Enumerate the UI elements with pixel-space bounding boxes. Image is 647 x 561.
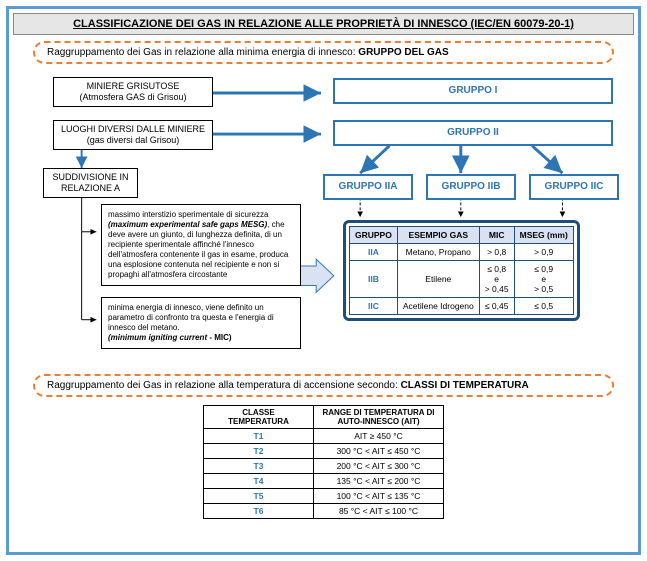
th-range: RANGE DI TEMPERATURA DI AUTO-INNESCO (AI… xyxy=(314,406,444,429)
cell-grp: IIA xyxy=(350,244,398,261)
table-row: T3200 °C < AIT ≤ 300 °C xyxy=(204,459,444,474)
cell-range: 135 °C < AIT ≤ 200 °C xyxy=(314,474,444,489)
cell-grp: IIC xyxy=(350,298,398,315)
section2-bold: CLASSI DI TEMPERATURA xyxy=(401,380,529,391)
cell-class: T5 xyxy=(204,489,314,504)
th-mic: MIC xyxy=(479,227,514,244)
temp-table-wrap: CLASSE TEMPERATURA RANGE DI TEMPERATURA … xyxy=(13,405,634,519)
cell-mseg: ≤ 0,5 xyxy=(514,298,573,315)
table-header-row: GRUPPO ESEMPIO GAS MIC MSEG (mm) xyxy=(350,227,574,244)
cell-class: T3 xyxy=(204,459,314,474)
section2-pre: Raggruppamento dei Gas in relazione alla… xyxy=(47,380,401,391)
table-row: IIB Etilene ≤ 0,8e> 0,45 ≤ 0,9e> 0,5 xyxy=(350,261,574,298)
box-miniere: MINIERE GRISUTOSE (Atmosfera GAS di Gris… xyxy=(53,77,213,107)
sudd-s: RELAZIONE A xyxy=(48,183,133,194)
table-row: T2300 °C < AIT ≤ 450 °C xyxy=(204,444,444,459)
gas-table-frame: GRUPPO ESEMPIO GAS MIC MSEG (mm) IIA Met… xyxy=(343,220,580,321)
cell-ex: Metano, Propano xyxy=(397,244,479,261)
cell-ex: Etilene xyxy=(397,261,479,298)
th-gruppo: GRUPPO xyxy=(350,227,398,244)
main-title: CLASSIFICAZIONE DEI GAS IN RELAZIONE ALL… xyxy=(13,13,634,35)
section1-bold: GRUPPO DEL GAS xyxy=(358,47,448,58)
miniere-title: MINIERE GRISUTOSE xyxy=(58,81,208,92)
cell-class: T4 xyxy=(204,474,314,489)
cell-mic: ≤ 0,45 xyxy=(479,298,514,315)
box-suddivisione: SUDDIVISIONE IN RELAZIONE A xyxy=(43,168,138,198)
cell-range: 100 °C < AIT ≤ 135 °C xyxy=(314,489,444,504)
cell-mseg: > 0,9 xyxy=(514,244,573,261)
sudd-t: SUDDIVISIONE IN xyxy=(48,172,133,183)
temp-header-row: CLASSE TEMPERATURA RANGE DI TEMPERATURA … xyxy=(204,406,444,429)
th-mseg: MSEG (mm) xyxy=(514,227,573,244)
section2-header: Raggruppamento dei Gas in relazione alla… xyxy=(33,374,614,397)
cell-range: 300 °C < AIT ≤ 450 °C xyxy=(314,444,444,459)
cell-mic: > 0,8 xyxy=(479,244,514,261)
cell-class: T2 xyxy=(204,444,314,459)
cell-class: T1 xyxy=(204,429,314,444)
section1-pre: Raggruppamento dei Gas in relazione alla… xyxy=(47,47,358,58)
box-gruppo-iic: GRUPPO IIC xyxy=(529,174,619,200)
temperature-table: CLASSE TEMPERATURA RANGE DI TEMPERATURA … xyxy=(203,405,444,519)
box-gruppo-iib: GRUPPO IIB xyxy=(426,174,516,200)
flowchart-area: MINIERE GRISUTOSE (Atmosfera GAS di Gris… xyxy=(23,72,624,372)
cell-class: T6 xyxy=(204,504,314,519)
cell-mseg: ≤ 0,9e> 0,5 xyxy=(514,261,573,298)
section1-header: Raggruppamento dei Gas in relazione alla… xyxy=(33,41,614,64)
luoghi-sub: (gas diversi dal Grisou) xyxy=(58,135,208,146)
cell-ex: Acetilene Idrogeno xyxy=(397,298,479,315)
gas-table: GRUPPO ESEMPIO GAS MIC MSEG (mm) IIA Met… xyxy=(349,226,574,315)
table-row: T5100 °C < AIT ≤ 135 °C xyxy=(204,489,444,504)
cell-mic: ≤ 0,8e> 0,45 xyxy=(479,261,514,298)
cell-range: 200 °C < AIT ≤ 300 °C xyxy=(314,459,444,474)
luoghi-title: LUOGHI DIVERSI DALLE MINIERE xyxy=(58,124,208,135)
cell-grp: IIB xyxy=(350,261,398,298)
cell-range: AIT ≥ 450 °C xyxy=(314,429,444,444)
th-esempio: ESEMPIO GAS xyxy=(397,227,479,244)
desc-mesg: massimo interstizio sperimentale di sicu… xyxy=(101,204,301,286)
box-gruppo-i: GRUPPO I xyxy=(333,78,613,104)
table-row: T685 °C < AIT ≤ 100 °C xyxy=(204,504,444,519)
table-row: T4135 °C < AIT ≤ 200 °C xyxy=(204,474,444,489)
table-row: IIA Metano, Propano > 0,8 > 0,9 xyxy=(350,244,574,261)
desc-mic: minima energia di innesco, viene definit… xyxy=(101,297,301,349)
document-frame: CLASSIFICAZIONE DEI GAS IN RELAZIONE ALL… xyxy=(6,6,641,555)
miniere-sub: (Atmosfera GAS di Grisou) xyxy=(58,92,208,103)
table-row: IIC Acetilene Idrogeno ≤ 0,45 ≤ 0,5 xyxy=(350,298,574,315)
cell-range: 85 °C < AIT ≤ 100 °C xyxy=(314,504,444,519)
box-gruppo-ii: GRUPPO II xyxy=(333,120,613,146)
table-row: T1AIT ≥ 450 °C xyxy=(204,429,444,444)
box-gruppo-iia: GRUPPO IIA xyxy=(323,174,413,200)
th-classe: CLASSE TEMPERATURA xyxy=(204,406,314,429)
box-luoghi: LUOGHI DIVERSI DALLE MINIERE (gas divers… xyxy=(53,120,213,150)
